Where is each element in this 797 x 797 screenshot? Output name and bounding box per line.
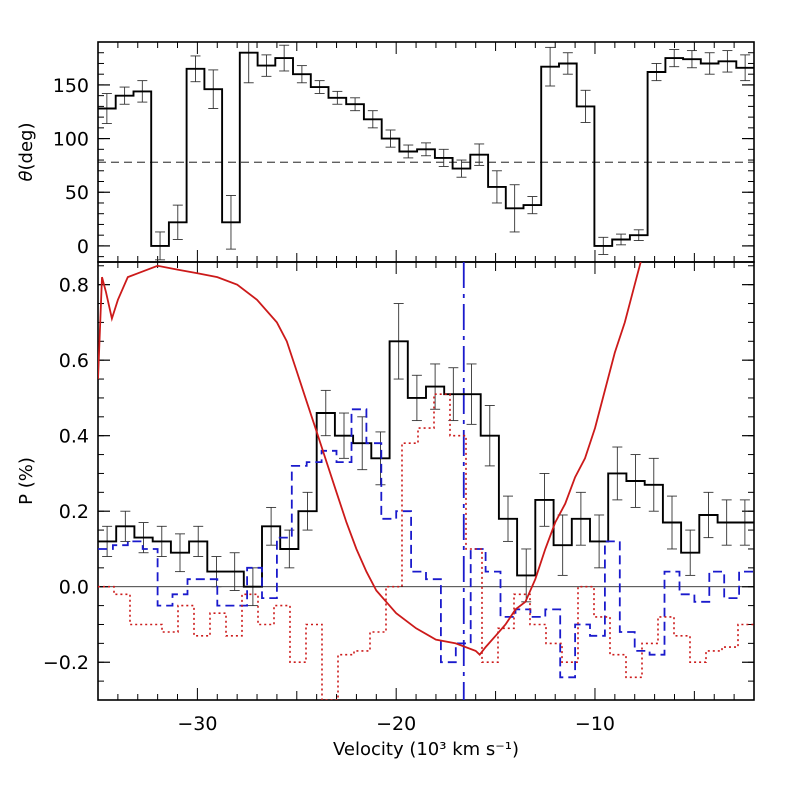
bottom-y-tick-label: −0.2 [43, 652, 89, 674]
top-y-tick-label: 0 [77, 236, 89, 258]
bottom-series-flux-scaled- [98, 262, 642, 657]
top-axis-ticks: 0 50 100 150 [53, 41, 755, 262]
bottom-panel-frame [97, 261, 755, 701]
top-y-tick-label: 50 [65, 182, 89, 204]
bottom-series-u [98, 393, 754, 700]
bottom-plot-area [98, 262, 754, 700]
bottom-y-tick-label: 0.8 [59, 275, 89, 297]
top-plot-area [98, 42, 754, 261]
top-y-tick-label: 100 [53, 129, 89, 151]
top-series-theta [98, 51, 754, 247]
bottom-y-tick-label: 0.2 [59, 501, 89, 523]
bottom-y-tick-label: 0.6 [59, 350, 89, 372]
bottom-y-axis-title: P (%) [16, 457, 37, 505]
top-y-axis-title: θ(deg) [16, 123, 37, 182]
bottom-y-tick-label: 0.0 [59, 577, 89, 599]
x-tick-label: −10 [575, 713, 615, 735]
bottom-y-tick-label: 0.4 [59, 426, 89, 448]
top-y-tick-label: 150 [53, 75, 89, 97]
top-clipped-marks [98, 42, 754, 261]
x-tick-label: −30 [177, 713, 217, 735]
theta-unit: (deg) [16, 123, 37, 171]
theta-symbol: θ [16, 170, 37, 181]
bottom-series-q [98, 408, 754, 679]
bottom-series-p [98, 340, 754, 588]
x-axis-title: Velocity (10³ km s⁻¹) [333, 739, 519, 760]
bottom-clipped-marks [98, 262, 754, 700]
x-tick-label: −20 [376, 713, 416, 735]
